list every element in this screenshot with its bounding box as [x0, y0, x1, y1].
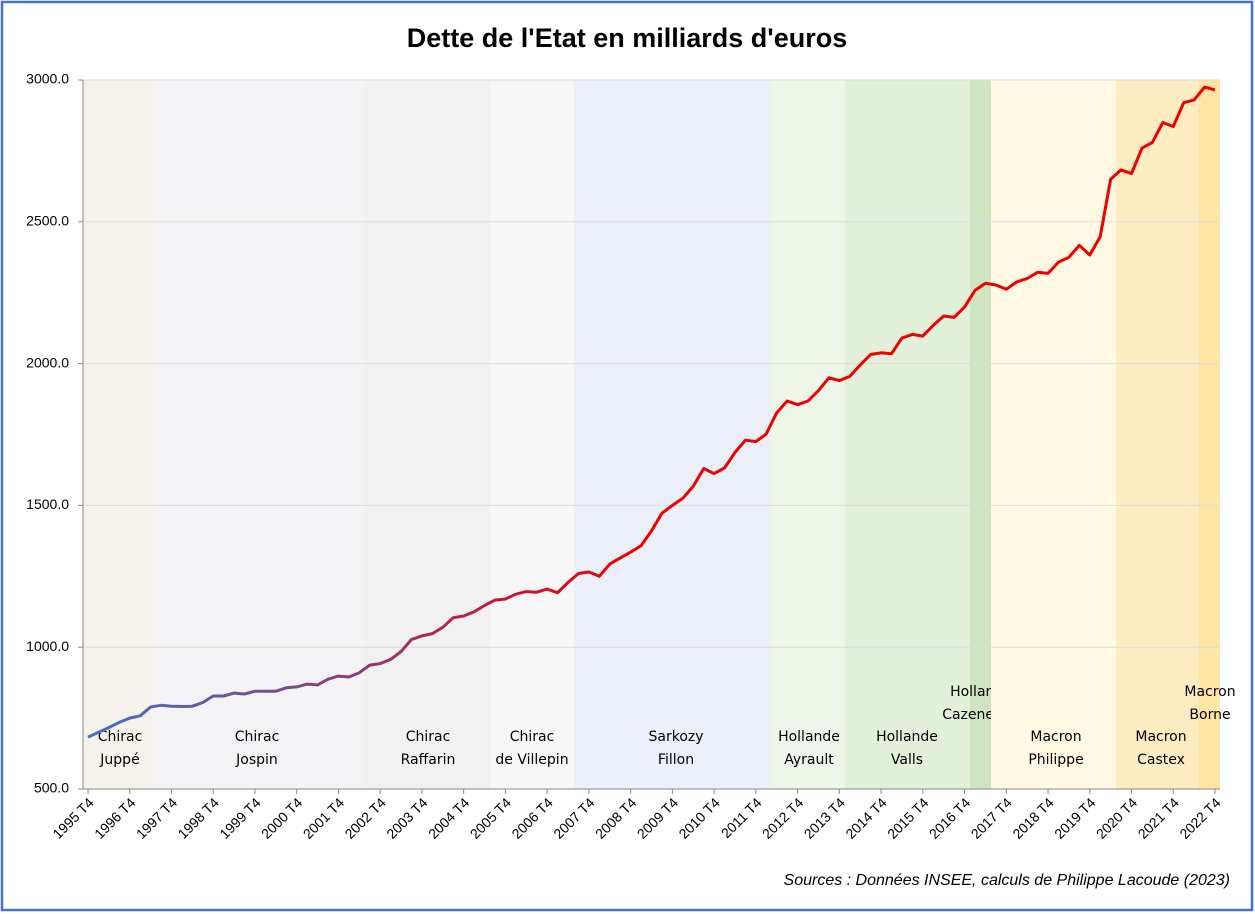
period-band: [771, 80, 845, 789]
y-tick-label: 500.0: [34, 780, 69, 796]
period-label: Raffarin: [401, 752, 456, 768]
period-label: Chirac: [235, 729, 280, 745]
period-label: Castex: [1137, 752, 1185, 768]
period-label: Philippe: [1028, 752, 1083, 768]
period-label: Macron: [1030, 729, 1081, 745]
period-label: Sarkozy: [648, 729, 703, 745]
source-note: Sources : Données INSEE, calculs de Phil…: [784, 872, 1230, 889]
y-tick-label: 2500.0: [26, 213, 69, 229]
period-label: Chirac: [98, 729, 143, 745]
debt-line: [87, 85, 1216, 739]
period-band: [83, 80, 156, 789]
period-label: Juppé: [99, 752, 139, 768]
period-band: [490, 80, 574, 789]
period-band: [845, 80, 970, 789]
period-label: Ayrault: [784, 752, 834, 768]
period-band: [1116, 80, 1199, 789]
period-label: Fillon: [658, 752, 694, 768]
y-tick-label: 3000.0: [26, 71, 69, 87]
y-tick-label: 1500.0: [26, 496, 69, 512]
period-label: Chirac: [406, 729, 451, 745]
period-label: Chirac: [510, 729, 555, 745]
period-bands: Chirac Juppé Chirac Jospin Chirac Raffarin Chi…: [83, 80, 1236, 789]
plot: [87, 85, 1216, 739]
period-label: Hollande: [876, 729, 938, 745]
period-label: Macron: [1184, 684, 1235, 700]
period-band: [970, 80, 991, 789]
period-band: [365, 80, 490, 789]
period-band: [1199, 80, 1220, 789]
period-label: Jospin: [235, 752, 278, 768]
chart-title: Dette de l'Etat en milliards d'euros: [407, 23, 847, 53]
y-tick-label: 1000.0: [26, 638, 69, 654]
period-band: [156, 80, 365, 789]
period-label: Macron: [1135, 729, 1186, 745]
period-label: de Villepin: [495, 752, 568, 768]
period-label: Borne: [1189, 707, 1230, 723]
y-tick-label: 2000.0: [26, 354, 69, 370]
period-label: Hollande: [778, 729, 840, 745]
period-band: [991, 80, 1116, 789]
period-label: Valls: [891, 752, 923, 768]
period-band: [574, 80, 771, 789]
